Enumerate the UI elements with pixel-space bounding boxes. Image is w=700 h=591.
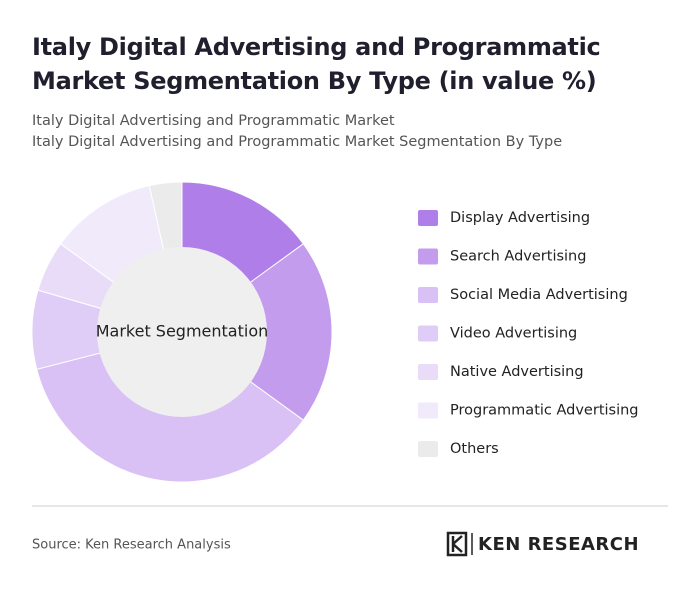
legend-label: Social Media Advertising [450,287,628,303]
legend-swatch [418,325,438,342]
legend-swatch [418,287,438,303]
subtitle: Italy Digital Advertising and Programmat… [32,134,563,150]
subtitle: Italy Digital Advertising and Programmat… [32,113,395,129]
legend-label: Native Advertising [450,364,584,380]
logo-text: KEN RESEARCH [478,534,639,555]
source: Source: Ken Research Analysis [32,538,231,553]
legend-swatch [418,248,438,265]
legend-swatch [418,364,438,380]
logo-icon [446,531,473,557]
legend-swatch [418,210,438,226]
legend-label: Video Advertising [450,326,577,342]
legend-label: Display Advertising [450,210,590,226]
center-hole [97,247,267,417]
center-label: Market Segmentation [96,322,269,341]
legend-label: Programmatic Advertising [450,403,639,419]
legend-label: Search Advertising [450,249,586,265]
legend-swatch [418,402,438,419]
chart-title: Italy Digital Advertising and Programmat… [32,33,601,95]
legend-label: Others [450,441,499,457]
legend-swatch [418,441,438,457]
